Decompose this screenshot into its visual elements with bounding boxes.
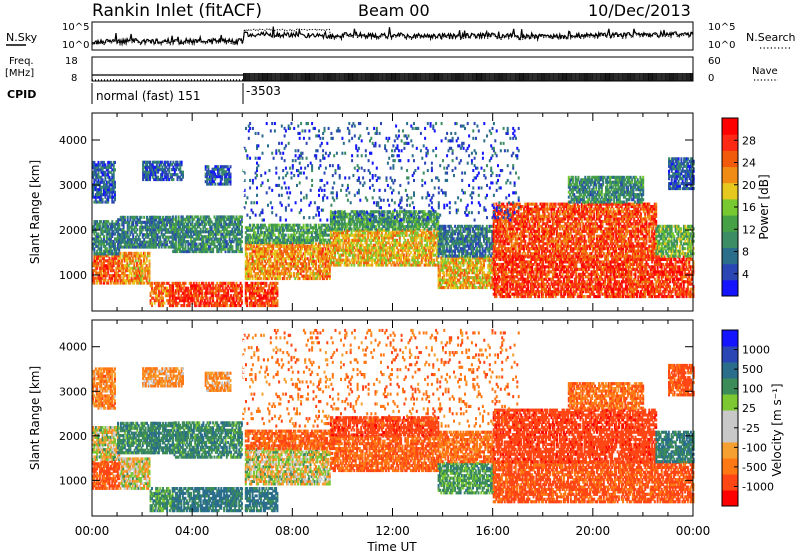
data-cell	[143, 216, 145, 219]
data-cell	[103, 235, 105, 238]
freq-panel: Freq. [MHz] 18 8 60 0 Nave	[5, 56, 778, 84]
data-cell	[136, 228, 138, 231]
data-cell	[144, 252, 146, 255]
nsearch-label: N.Search	[746, 31, 796, 44]
data-cell	[151, 302, 153, 305]
freq-label-top: Freq.	[9, 56, 34, 67]
noise-tick-bottom-left: 10^0	[62, 40, 89, 51]
data-cell	[163, 282, 165, 285]
cpid-segment-1: normal (fast) 151	[96, 89, 200, 103]
data-cell	[149, 259, 151, 262]
data-cell	[114, 168, 116, 171]
data-cell	[151, 282, 153, 285]
data-cell	[131, 252, 133, 255]
freq-tick-bottom: 8	[71, 73, 77, 84]
freq-label-bottom: [MHz]	[5, 68, 34, 79]
data-cell	[163, 302, 165, 305]
data-cell	[124, 216, 126, 219]
data-cell	[185, 282, 187, 285]
cpid-row: CPID normal (fast) 151 -3503	[7, 83, 281, 104]
data-cell	[140, 259, 142, 262]
freq-marks	[92, 73, 693, 81]
data-cell	[102, 198, 104, 201]
data-cell	[120, 252, 122, 255]
data-cell	[149, 252, 151, 255]
data-cell	[118, 223, 120, 226]
data-cell	[114, 191, 116, 194]
station-title: Rankin Inlet (fitACF)	[92, 1, 262, 21]
power-data-cells	[92, 113, 695, 311]
nave-tick-top: 60	[708, 56, 721, 67]
data-cell	[114, 181, 116, 184]
beam-title: Beam 00	[358, 1, 430, 20]
nave-label: Nave	[752, 66, 778, 77]
nave-tick-bottom: 0	[708, 73, 714, 84]
nsky-label: N.Sky	[6, 31, 38, 44]
cpid-label: CPID	[7, 88, 36, 101]
nsky-series-line	[92, 27, 693, 44]
data-cell	[127, 216, 129, 219]
data-cell	[114, 161, 116, 164]
cpid-segment-2: -3503	[246, 84, 281, 98]
data-cell	[143, 282, 145, 285]
data-cell	[141, 216, 143, 219]
rti-figure: Rankin Inlet (fitACF) Beam 00 10/Dec/201…	[0, 0, 800, 554]
noise-tick-bottom-right: 10^0	[708, 40, 735, 51]
noise-tick-top-left: 10^5	[62, 22, 89, 33]
freq-tick-top: 18	[65, 56, 78, 67]
noise-tick-top-right: 10^5	[708, 22, 735, 33]
data-cell	[162, 297, 164, 300]
date-title: 10/Dec/2013	[588, 1, 691, 20]
noise-panel: N.Sky 10^5 10^0 10^5 10^0 N.Search	[6, 22, 796, 51]
